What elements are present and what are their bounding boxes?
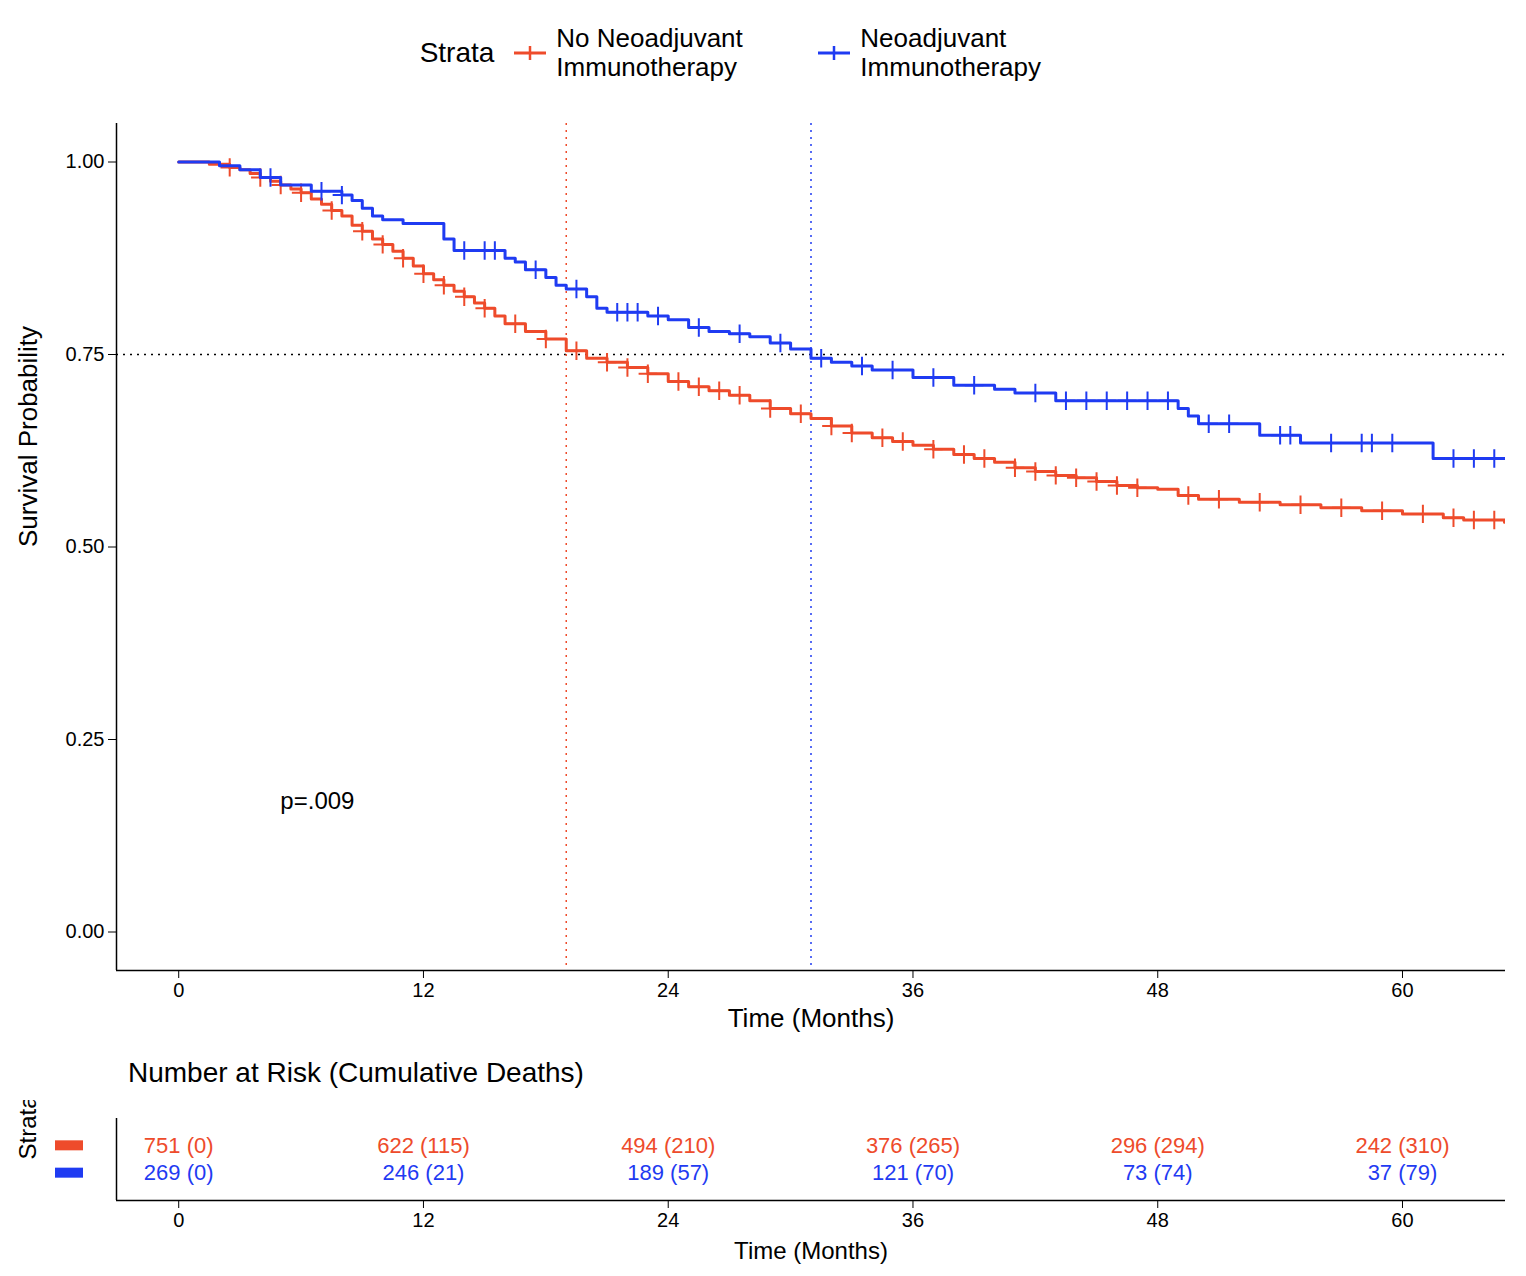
svg-text:Strata: Strata [14, 1100, 41, 1160]
svg-text:0.50: 0.50 [66, 535, 105, 557]
svg-text:Time (Months): Time (Months) [728, 1003, 895, 1033]
svg-text:48: 48 [1147, 1209, 1169, 1231]
html-text:Neoadjuvant Immunotherapy: Neoadjuvant Immunotherapy [860, 23, 1041, 82]
svg-text:12: 12 [412, 1209, 434, 1231]
svg-text:121 (70): 121 (70) [872, 1160, 954, 1185]
svg-text:0: 0 [173, 979, 184, 1001]
svg-text:0.75: 0.75 [66, 343, 105, 365]
svg-text:48: 48 [1147, 979, 1169, 1001]
svg-text:269 (0): 269 (0) [144, 1160, 214, 1185]
svg-text:376 (265): 376 (265) [866, 1133, 960, 1158]
svg-text:36: 36 [902, 979, 924, 1001]
svg-text:60: 60 [1391, 1209, 1413, 1231]
svg-text:296 (294): 296 (294) [1111, 1133, 1205, 1158]
svg-text:60: 60 [1391, 979, 1413, 1001]
svg-text:0.25: 0.25 [66, 728, 105, 750]
svg-text:Time (Months): Time (Months) [734, 1237, 888, 1264]
svg-text:p=.009: p=.009 [280, 787, 354, 814]
svg-text:242 (310): 242 (310) [1355, 1133, 1449, 1158]
svg-text:24: 24 [657, 1209, 679, 1231]
svg-text:1.00: 1.00 [66, 150, 105, 172]
html-text:Strata: Strata [419, 36, 495, 68]
svg-text:24: 24 [657, 979, 679, 1001]
html-text:Number at Risk (Cumulative Dea: Number at Risk (Cumulative Deaths) [128, 1057, 584, 1088]
svg-text:189 (57): 189 (57) [627, 1160, 709, 1185]
html-text:No Neoadjuvant Immunotherapy: No Neoadjuvant Immunotherapy [556, 23, 743, 82]
svg-text:622 (115): 622 (115) [377, 1133, 470, 1158]
svg-text:0.00: 0.00 [66, 920, 105, 942]
svg-text:0: 0 [173, 1209, 184, 1231]
svg-text:37 (79): 37 (79) [1368, 1160, 1438, 1185]
svg-text:Survival Probability: Survival Probability [13, 326, 43, 547]
svg-text:73 (74): 73 (74) [1123, 1160, 1193, 1185]
svg-text:246 (21): 246 (21) [382, 1160, 464, 1185]
svg-text:36: 36 [902, 1209, 924, 1231]
svg-text:751 (0): 751 (0) [144, 1133, 214, 1158]
svg-text:12: 12 [412, 979, 434, 1001]
svg-text:494 (210): 494 (210) [621, 1133, 715, 1158]
